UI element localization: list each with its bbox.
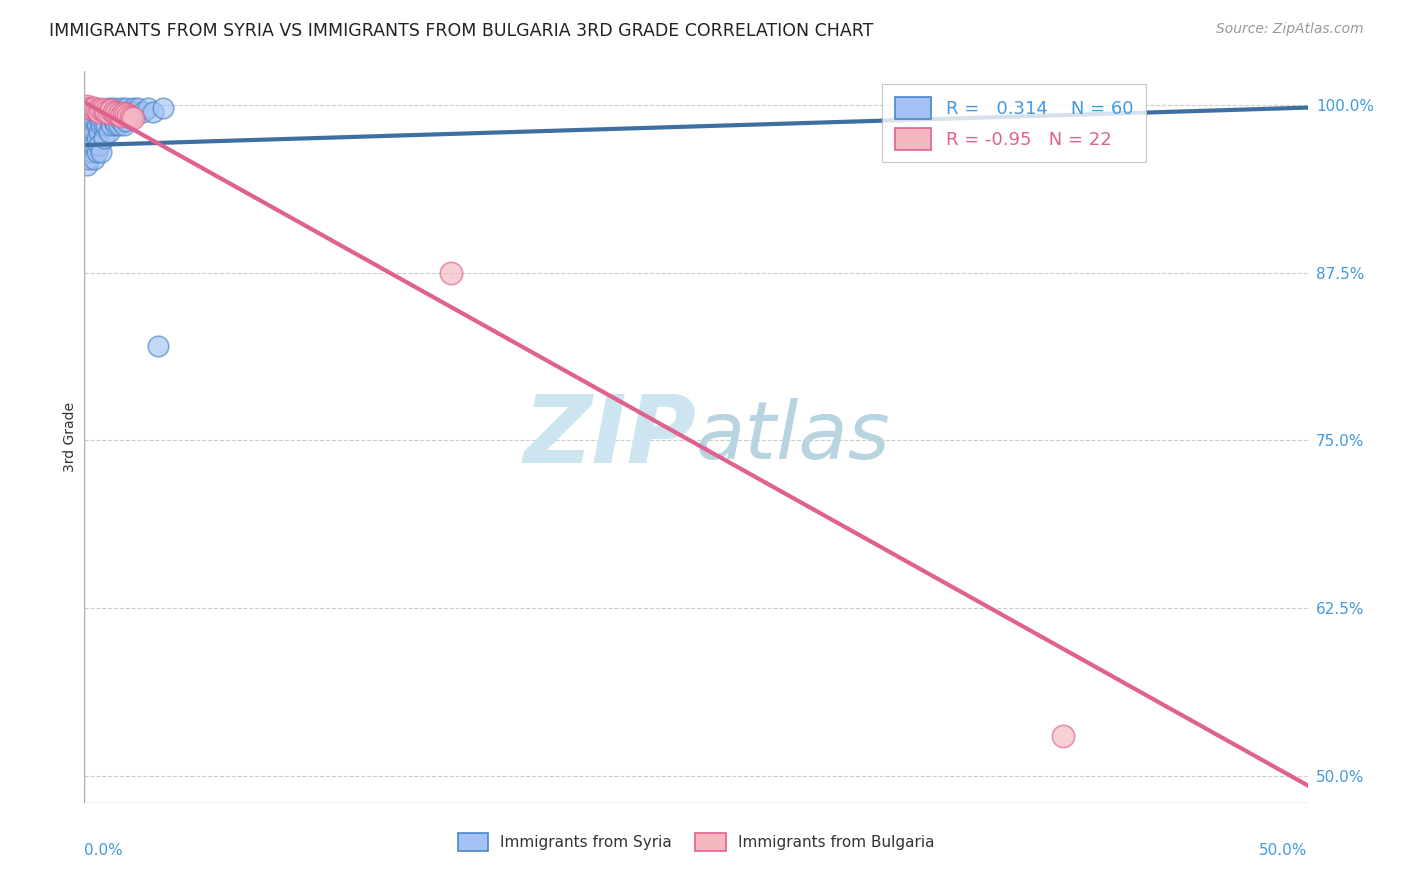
Point <box>93 118 115 132</box>
Point <box>80 102 103 116</box>
Point <box>83 152 105 166</box>
Point <box>83 125 105 139</box>
Point <box>112 104 135 119</box>
Point <box>97 106 120 120</box>
Point <box>83 138 105 153</box>
Point <box>440 266 463 280</box>
Point <box>86 131 108 145</box>
Text: IMMIGRANTS FROM SYRIA VS IMMIGRANTS FROM BULGARIA 3RD GRADE CORRELATION CHART: IMMIGRANTS FROM SYRIA VS IMMIGRANTS FROM… <box>49 22 873 40</box>
Point <box>107 107 129 121</box>
Point <box>76 145 98 159</box>
Point <box>146 339 169 353</box>
Point <box>90 102 112 116</box>
Point <box>115 107 138 121</box>
Point <box>107 104 129 119</box>
Point <box>76 158 98 172</box>
Point <box>76 131 98 145</box>
Point <box>152 101 174 115</box>
Point <box>87 104 110 119</box>
Point <box>117 109 139 123</box>
Point <box>120 104 142 119</box>
Point <box>96 104 118 119</box>
Point <box>110 101 132 115</box>
Point <box>77 101 100 115</box>
Point <box>105 104 128 119</box>
Point <box>77 101 100 115</box>
Point <box>80 118 103 132</box>
Text: atlas: atlas <box>696 398 891 476</box>
Point <box>80 104 103 119</box>
Point <box>77 152 100 166</box>
Point <box>76 104 98 119</box>
Point <box>117 104 139 119</box>
Text: 50.0%: 50.0% <box>1260 843 1308 858</box>
Point <box>125 104 148 119</box>
Point <box>77 112 100 126</box>
Point <box>100 118 122 132</box>
Point <box>110 114 132 128</box>
Point <box>96 104 118 119</box>
Point <box>86 104 108 119</box>
Point <box>83 112 105 126</box>
Point <box>100 104 122 119</box>
Y-axis label: 3rd Grade: 3rd Grade <box>63 402 77 472</box>
Point <box>80 131 103 145</box>
Point <box>115 114 138 128</box>
Point <box>110 109 132 123</box>
Point <box>103 101 125 115</box>
Point <box>87 125 110 139</box>
Point <box>112 118 135 132</box>
Point <box>90 145 112 159</box>
Point <box>136 101 159 115</box>
Point <box>97 101 120 115</box>
Point <box>1052 729 1074 743</box>
Point <box>90 118 112 132</box>
Point <box>86 145 108 159</box>
Legend: Immigrants from Syria, Immigrants from Bulgaria: Immigrants from Syria, Immigrants from B… <box>451 827 941 857</box>
Point <box>142 104 165 119</box>
Point <box>87 138 110 153</box>
Point <box>77 125 100 139</box>
Text: 0.0%: 0.0% <box>84 843 124 858</box>
Point <box>107 118 129 132</box>
Point <box>76 99 98 113</box>
Point <box>115 101 138 115</box>
Point <box>87 112 110 126</box>
Point <box>105 106 128 120</box>
Point <box>122 112 145 126</box>
Point <box>90 104 112 119</box>
Point <box>132 104 155 119</box>
Point <box>120 110 142 124</box>
Text: ZIP: ZIP <box>523 391 696 483</box>
Point <box>127 101 149 115</box>
Point <box>93 104 115 119</box>
Point <box>122 101 145 115</box>
Point <box>86 118 108 132</box>
Point <box>93 103 115 118</box>
Point <box>103 114 125 128</box>
Point <box>77 138 100 153</box>
Point <box>112 106 135 120</box>
Point <box>83 101 105 115</box>
Point <box>93 131 115 145</box>
Point <box>97 112 120 126</box>
Point <box>76 118 98 132</box>
Point <box>103 104 125 119</box>
Point <box>80 145 103 159</box>
Point <box>97 125 120 139</box>
Point <box>86 103 108 118</box>
Point <box>105 118 128 132</box>
Text: Source: ZipAtlas.com: Source: ZipAtlas.com <box>1216 22 1364 37</box>
Point <box>100 103 122 118</box>
Point <box>96 118 118 132</box>
